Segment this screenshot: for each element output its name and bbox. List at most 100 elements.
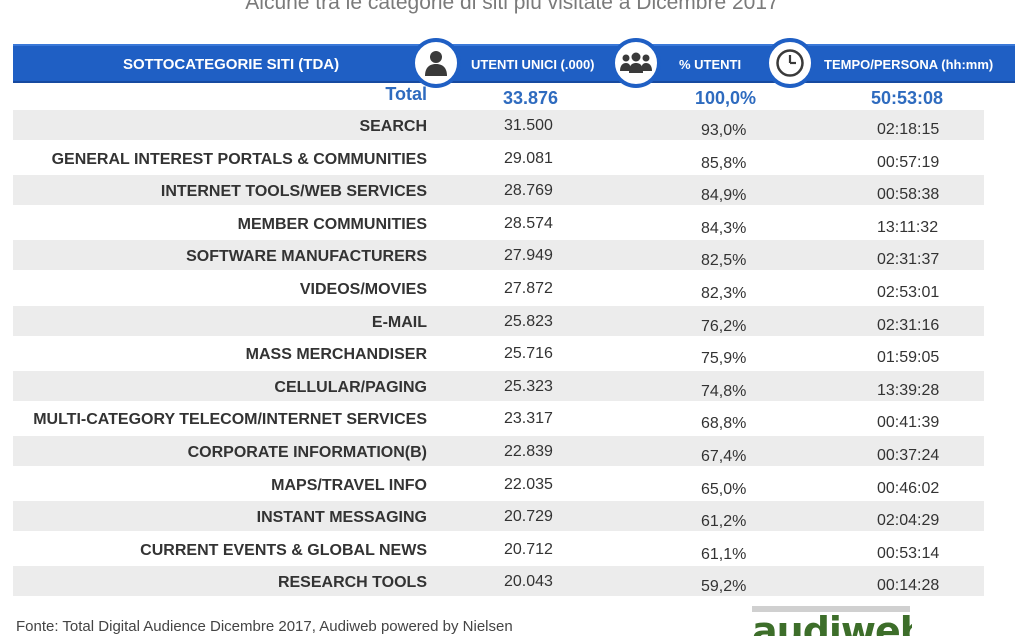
row-time: 00:37:24 xyxy=(877,446,940,464)
table-header: SOTTOCATEGORIE SITI (TDA) UTENTI UNICI (… xyxy=(13,38,1015,88)
row-category: CORPORATE INFORMATION(B) xyxy=(187,443,427,461)
row-band xyxy=(13,370,984,401)
table-row: GENERAL INTEREST PORTALS & COMMUNITIES 29… xyxy=(0,143,1024,176)
table-body: SEARCH 31.500 93,0% 02:18:15 GENERAL INTERES… xyxy=(0,110,1024,599)
row-time: 02:31:37 xyxy=(877,251,940,269)
row-time: 00:57:19 xyxy=(877,153,940,171)
row-users: 23.317 xyxy=(504,410,553,428)
row-band xyxy=(13,305,984,336)
row-band xyxy=(13,566,984,597)
table-row: INTERNET TOOLS/WEB SERVICES 28.769 84,9% 00… xyxy=(0,175,1024,208)
row-pct: 84,3% xyxy=(701,219,747,237)
row-pct: 82,5% xyxy=(701,252,747,270)
table-row: VIDEOS/MOVIES 27.872 82,3% 02:53:01 xyxy=(0,273,1024,306)
user-icon xyxy=(411,38,461,88)
row-category: E-MAIL xyxy=(371,313,427,331)
table-row: MASS MERCHANDISER 25.716 75,9% 01:59:05 xyxy=(0,338,1024,371)
total-row: Total 33.876 100,0% 50:53:08 xyxy=(0,84,1024,110)
row-pct: 76,2% xyxy=(701,317,747,335)
row-time: 00:53:14 xyxy=(877,544,940,562)
row-users: 31.500 xyxy=(504,117,553,134)
table-row: MULTI-CATEGORY TELECOM/INTERNET SERVICES… xyxy=(0,403,1024,436)
table-row: CELLULAR/PAGING 25.323 74,8% 13:39:28 xyxy=(0,370,1024,404)
row-time: 00:14:28 xyxy=(877,577,940,595)
row-pct: 85,8% xyxy=(701,154,747,172)
total-time: 50:53:08 xyxy=(871,88,944,108)
row-users: 27.949 xyxy=(504,247,553,265)
total-users: 33.876 xyxy=(503,88,559,108)
row-pct: 59,2% xyxy=(701,578,747,596)
row-band xyxy=(13,435,984,466)
row-band xyxy=(13,501,984,532)
logo-bar xyxy=(752,606,910,612)
row-users: 20.043 xyxy=(504,573,553,591)
header-category-label: SOTTOCATEGORIE SITI (TDA) xyxy=(123,56,340,73)
row-time: 01:59:05 xyxy=(877,349,940,367)
row-category: GENERAL INTEREST PORTALS & COMMUNITIES xyxy=(51,150,427,168)
table-row: MEMBER COMMUNITIES 28.574 84,3% 13:11:32 xyxy=(0,208,1024,241)
row-band xyxy=(13,240,984,271)
row-time: 02:53:01 xyxy=(877,283,940,301)
row-category: SOFTWARE MANUFACTURERS xyxy=(186,248,427,266)
row-category: VIDEOS/MOVIES xyxy=(299,280,427,298)
row-pct: 61,1% xyxy=(701,545,747,563)
source-note: Fonte: Total Digital Audience Dicembre 2… xyxy=(16,618,513,635)
row-pct: 68,8% xyxy=(701,415,747,433)
row-category: SEARCH xyxy=(359,118,427,135)
group-icon xyxy=(611,38,661,88)
row-time: 00:46:02 xyxy=(877,479,940,497)
row-category: INTERNET TOOLS/WEB SERVICES xyxy=(160,183,427,201)
row-users: 29.081 xyxy=(504,149,553,167)
row-users: 25.323 xyxy=(504,377,553,395)
row-category: INSTANT MESSAGING xyxy=(256,509,427,527)
table-row: CURRENT EVENTS & GLOBAL NEWS 20.712 61,1% 0… xyxy=(0,534,1024,567)
row-pct: 93,0% xyxy=(701,122,747,139)
row-pct: 67,4% xyxy=(701,447,747,465)
row-time: 02:18:15 xyxy=(877,121,940,138)
row-users: 27.872 xyxy=(504,279,553,297)
row-pct: 61,2% xyxy=(701,513,747,531)
audiweb-logo: audiweb xyxy=(752,606,912,636)
clock-icon xyxy=(765,38,815,88)
row-users: 25.716 xyxy=(504,345,553,363)
page-title: Alcune tra le categorie di siti più visi… xyxy=(245,0,779,14)
header-pct-label: % UTENTI xyxy=(679,57,742,72)
row-users: 25.823 xyxy=(504,312,553,330)
table-row: CORPORATE INFORMATION(B) 22.839 67,4% 00:37… xyxy=(0,435,1024,469)
total-pct: 100,0% xyxy=(695,88,757,108)
row-band xyxy=(13,110,984,140)
table-row: INSTANT MESSAGING 20.729 61,2% 02:04:29 xyxy=(0,501,1024,534)
row-time: 02:31:16 xyxy=(877,316,940,334)
row-category: MASS MERCHANDISER xyxy=(245,346,427,364)
table-row: E-MAIL 25.823 76,2% 02:31:16 xyxy=(0,305,1024,339)
row-users: 22.035 xyxy=(504,475,553,493)
row-time: 02:04:29 xyxy=(877,512,940,530)
row-time: 13:39:28 xyxy=(877,381,940,399)
row-category: CELLULAR/PAGING xyxy=(274,378,427,396)
row-pct: 75,9% xyxy=(701,350,747,368)
row-users: 22.839 xyxy=(504,442,553,460)
row-users: 28.769 xyxy=(504,182,553,200)
row-users: 20.712 xyxy=(504,540,553,558)
logo-text: audiweb xyxy=(752,609,912,636)
table-row: RESEARCH TOOLS 20.043 59,2% 00:14:28 xyxy=(0,566,1024,599)
header-time-label: TEMPO/PERSONA (hh:mm) xyxy=(824,57,994,72)
row-category: MAPS/TRAVEL INFO xyxy=(271,476,427,494)
header-users-label: UTENTI UNICI (.000) xyxy=(471,57,595,72)
total-label: Total xyxy=(385,84,427,104)
row-pct: 65,0% xyxy=(701,480,747,498)
row-category: MEMBER COMMUNITIES xyxy=(237,215,427,233)
row-pct: 74,8% xyxy=(701,382,747,400)
table-row: SOFTWARE MANUFACTURERS 27.949 82,5% 02:31:3… xyxy=(0,240,1024,273)
row-pct: 84,9% xyxy=(701,187,747,205)
row-pct: 82,3% xyxy=(701,284,747,302)
table-row: MAPS/TRAVEL INFO 22.035 65,0% 00:46:02 xyxy=(0,469,1024,502)
row-category: CURRENT EVENTS & GLOBAL NEWS xyxy=(140,541,427,559)
row-users: 28.574 xyxy=(504,214,553,232)
row-band xyxy=(13,175,984,206)
row-category: RESEARCH TOOLS xyxy=(277,574,427,592)
row-category: MULTI-CATEGORY TELECOM/INTERNET SERVICES xyxy=(33,411,427,429)
row-users: 20.729 xyxy=(504,508,553,526)
row-time: 13:11:32 xyxy=(877,218,939,236)
row-time: 00:41:39 xyxy=(877,414,940,432)
